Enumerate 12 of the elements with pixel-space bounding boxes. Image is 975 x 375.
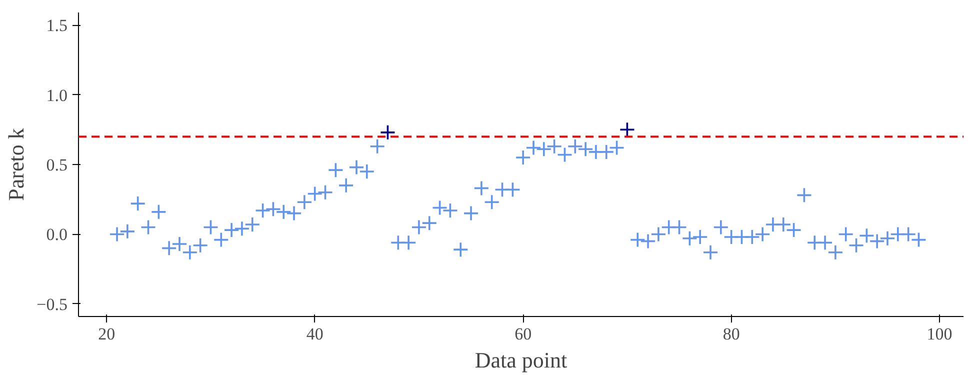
x-tick-label: 20 bbox=[98, 324, 116, 344]
x-tick-label: 100 bbox=[926, 324, 952, 344]
x-axis-title: Data point bbox=[474, 348, 568, 372]
y-tick-label: 1.0 bbox=[46, 86, 68, 105]
y-axis-title: Pareto k bbox=[4, 128, 29, 201]
x-tick-label: 80 bbox=[722, 324, 740, 344]
x-tick-label: 60 bbox=[514, 324, 532, 344]
y-tick-label: 1.5 bbox=[46, 16, 68, 36]
y-tick-label: −0.5 bbox=[36, 294, 68, 314]
y-tick-label: 0.5 bbox=[46, 156, 68, 174]
y-tick-label: 0.0 bbox=[46, 225, 68, 244]
x-tick-label: 40 bbox=[306, 324, 324, 344]
